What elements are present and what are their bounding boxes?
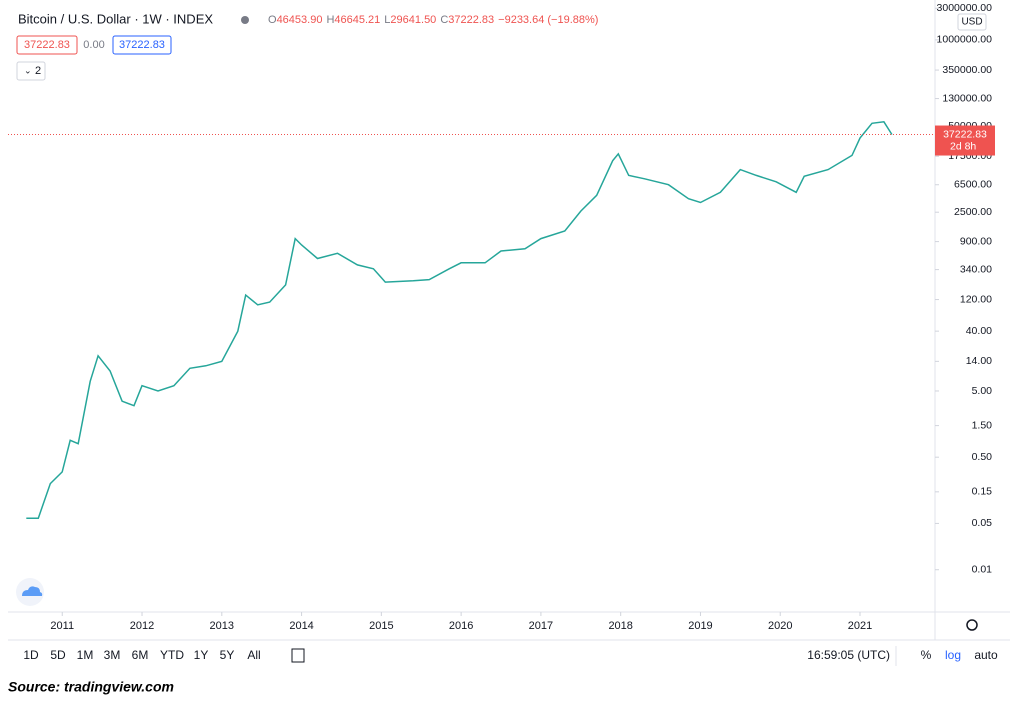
y-tick-label: 40.00 bbox=[966, 325, 992, 337]
last-price-label: 37222.83 bbox=[943, 128, 987, 140]
ohlc-value: 46453.90 bbox=[277, 14, 323, 26]
price-line bbox=[26, 120, 893, 519]
chart-title: Bitcoin / U.S. Dollar · 1W · INDEX bbox=[18, 11, 213, 26]
countdown-label: 2d 8h bbox=[950, 140, 976, 152]
date-range-icon[interactable] bbox=[291, 648, 305, 663]
chevron-icon[interactable]: ⌄ bbox=[24, 65, 32, 75]
y-tick-label: 130000.00 bbox=[942, 92, 992, 104]
y-tick-label: 0.05 bbox=[972, 517, 993, 529]
range-button[interactable]: All bbox=[247, 648, 260, 662]
x-tick-label: 2018 bbox=[608, 620, 632, 632]
ohlc-key: O bbox=[268, 14, 277, 26]
y-tick-label: 0.15 bbox=[972, 486, 993, 498]
ohlc-key: H bbox=[326, 14, 334, 26]
ohlc-key: L bbox=[384, 14, 390, 26]
y-tick-label: 1.50 bbox=[972, 419, 993, 431]
y-tick-label: 14.00 bbox=[966, 355, 992, 367]
x-tick-label: 2012 bbox=[130, 620, 154, 632]
y-tick-label: 3000000.00 bbox=[937, 2, 993, 14]
x-tick-label: 2019 bbox=[688, 620, 712, 632]
y-tick-label: 6500.00 bbox=[954, 179, 992, 191]
indicator-toggle[interactable] bbox=[16, 61, 46, 81]
x-tick-label: 2017 bbox=[529, 620, 553, 632]
ohlc-legend: O46453.90 H46645.21 L29641.50 C37222.83 −923… bbox=[268, 14, 598, 26]
currency-label[interactable]: USD bbox=[961, 17, 982, 28]
settings-icon[interactable] bbox=[966, 619, 978, 631]
ohlc-value: 37222.83 bbox=[448, 14, 494, 26]
y-tick-label: 120.00 bbox=[960, 293, 992, 305]
currency-box[interactable] bbox=[957, 13, 987, 31]
log-toggle[interactable]: log bbox=[945, 648, 961, 662]
x-tick-label: 2011 bbox=[50, 620, 74, 632]
indicator-count[interactable]: 2 bbox=[35, 65, 41, 77]
ohlc-value: 46645.21 bbox=[334, 14, 380, 26]
input-value[interactable]: 37222.83 bbox=[119, 39, 165, 51]
x-tick-label: 2014 bbox=[289, 620, 313, 632]
percent-toggle[interactable]: % bbox=[921, 648, 932, 662]
ohlc-change: −9233.64 (−19.88%) bbox=[498, 14, 598, 26]
input-value[interactable]: 0.00 bbox=[83, 39, 104, 51]
status-dot bbox=[241, 16, 249, 24]
range-button[interactable]: 5Y bbox=[220, 648, 235, 662]
source: Source: tradingview.com bbox=[8, 679, 174, 695]
clock: 16:59:05 (UTC) bbox=[807, 648, 890, 662]
last-price-box bbox=[935, 125, 995, 156]
y-tick-label: 340.00 bbox=[960, 263, 992, 275]
range-button[interactable]: 1D bbox=[23, 648, 39, 662]
y-tick-label: 2500.00 bbox=[954, 206, 992, 218]
range-button[interactable]: YTD bbox=[160, 648, 184, 662]
ohlc-key: C bbox=[440, 14, 448, 26]
x-tick-label: 2020 bbox=[768, 620, 792, 632]
x-tick-label: 2016 bbox=[449, 620, 473, 632]
input-box[interactable] bbox=[112, 35, 172, 55]
y-tick-label: 0.01 bbox=[972, 564, 993, 576]
ohlc-value: 29641.50 bbox=[390, 14, 436, 26]
y-tick-label: 5.00 bbox=[972, 385, 993, 397]
x-tick-label: 2015 bbox=[369, 620, 393, 632]
auto-toggle[interactable]: auto bbox=[974, 648, 998, 662]
range-button[interactable]: 6M bbox=[132, 648, 149, 662]
range-button[interactable]: 5D bbox=[50, 648, 66, 662]
input-box[interactable] bbox=[16, 35, 78, 55]
y-tick-label: 900.00 bbox=[960, 235, 992, 247]
logo-icon bbox=[22, 586, 43, 596]
x-tick-label: 2021 bbox=[848, 620, 872, 632]
range-button[interactable]: 1M bbox=[77, 648, 94, 662]
range-button[interactable]: 3M bbox=[104, 648, 121, 662]
x-tick-label: 2013 bbox=[210, 620, 234, 632]
y-tick-label: 0.50 bbox=[972, 451, 993, 463]
y-tick-label: 1000000.00 bbox=[937, 34, 993, 46]
input-value[interactable]: 37222.83 bbox=[24, 39, 70, 51]
range-button[interactable]: 1Y bbox=[194, 648, 209, 662]
y-tick-label: 350000.00 bbox=[942, 64, 992, 76]
